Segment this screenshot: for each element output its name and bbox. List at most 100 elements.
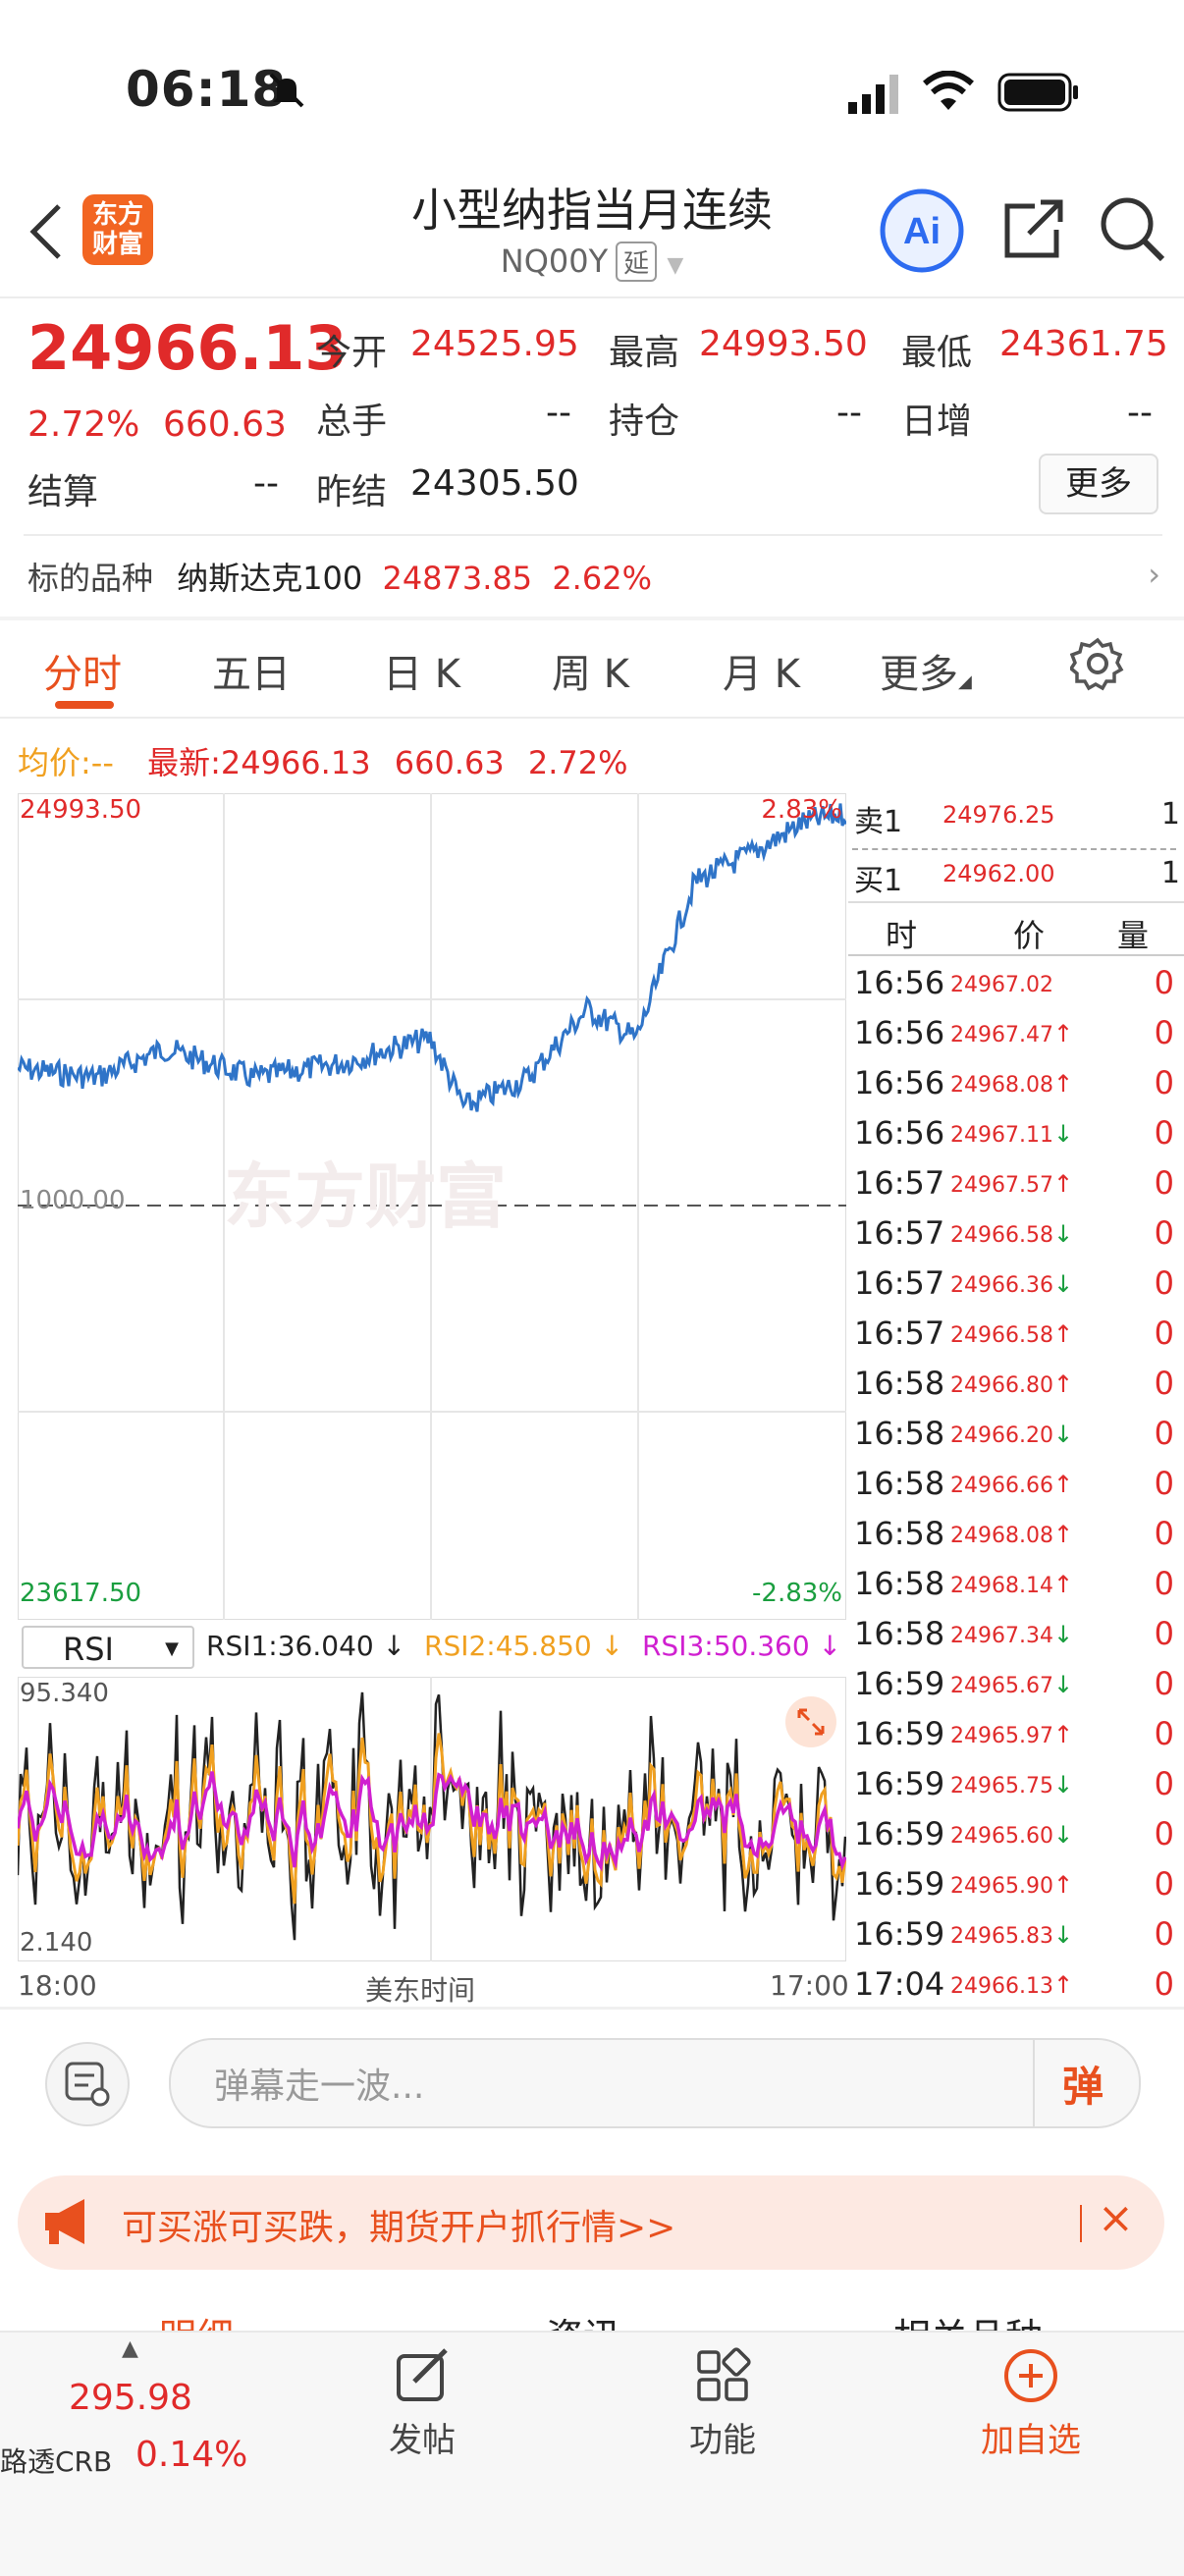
trade-price: 24965.67↓: [950, 1671, 1073, 1698]
trade-time: 16:56: [854, 964, 945, 1001]
tab-five-day[interactable]: 五日: [212, 652, 291, 697]
trade-price: 24968.08↑: [950, 1521, 1073, 1548]
trade-volume: 0: [1154, 1315, 1174, 1352]
prev-settle-label: 昨结: [316, 472, 388, 512]
crb-label: 路透CRB: [0, 2445, 113, 2478]
trade-volume: 0: [1154, 1965, 1174, 2003]
back-button[interactable]: [26, 202, 65, 265]
search-icon[interactable]: [1098, 194, 1168, 269]
trade-price: 24966.58↑: [950, 1320, 1073, 1348]
tab-intraday[interactable]: 分时: [43, 652, 122, 697]
sell-label: 卖1: [854, 805, 903, 839]
danmu-input[interactable]: 弹幕走一波... 弹: [169, 2038, 1141, 2128]
col-vol: 量: [1117, 917, 1150, 954]
underlying-price: 24873.85: [382, 560, 533, 597]
orderbook-divider: [848, 901, 1184, 903]
trade-row: 16:59 24965.75↓ 0: [852, 1765, 1184, 1815]
tab-weekly-k[interactable]: 周 K: [552, 652, 629, 697]
trade-row: 16:56 24968.08↑ 0: [852, 1064, 1184, 1114]
add-watchlist-label: 加自选: [981, 2421, 1081, 2460]
trade-row: 16:57 24966.58↑ 0: [852, 1315, 1184, 1365]
low-value: 24361.75: [999, 324, 1168, 364]
tab-monthly-k[interactable]: 月 K: [723, 652, 800, 697]
rsi-select-value: RSI: [63, 1631, 114, 1668]
trade-time: 16:59: [854, 1915, 945, 1953]
delay-badge: 延: [616, 242, 658, 282]
trade-volume: 0: [1154, 1064, 1174, 1101]
x-axis-start: 18:00: [18, 1969, 97, 2002]
trade-direction-icon: ↑: [1052, 1070, 1074, 1098]
trade-time: 16:57: [854, 1315, 945, 1352]
trade-price-value: 24965.67: [950, 1674, 1053, 1698]
trade-volume: 0: [1154, 1515, 1174, 1552]
section-gap: [0, 617, 1184, 620]
tab-more[interactable]: 更多◢: [880, 642, 972, 699]
trade-time: 16:57: [854, 1164, 945, 1202]
intraday-chart[interactable]: 东方财富 24993.50 2.83% 1000.00 23617.50 -2.…: [18, 793, 846, 1620]
rsi1-value: RSI1:36.040 ↓: [206, 1630, 406, 1662]
rsi3-value: RSI3:50.360 ↓: [641, 1630, 842, 1662]
settings-icon[interactable]: [1068, 636, 1125, 695]
trade-time: 16:58: [854, 1365, 945, 1402]
change-value: 660.63: [163, 404, 287, 445]
trade-volume: 0: [1154, 1665, 1174, 1702]
trade-direction-icon: ↓: [1052, 1621, 1074, 1648]
trade-price: 24967.47↑: [950, 1020, 1073, 1047]
buy-price: 24962.00: [942, 860, 1055, 887]
trade-price-value: 24968.08: [950, 1524, 1053, 1548]
pct-bottom-label: -2.83%: [752, 1579, 842, 1608]
trade-volume: 0: [1154, 1114, 1174, 1152]
trade-price: 24966.36↓: [950, 1270, 1073, 1298]
trade-direction-icon: ↓: [1052, 1220, 1074, 1248]
underlying-pct: 2.62%: [552, 560, 652, 597]
close-icon[interactable]: ×: [1098, 2193, 1134, 2243]
trade-volume: 0: [1154, 1014, 1174, 1051]
trade-price: 24967.02: [950, 970, 1053, 997]
comment-settings-icon[interactable]: [43, 2040, 132, 2132]
trade-row: 16:56 24967.11↓ 0: [852, 1114, 1184, 1164]
ai-button[interactable]: Ai: [878, 187, 966, 279]
trade-price: 24966.80↑: [950, 1370, 1073, 1398]
trade-time: 16:57: [854, 1264, 945, 1302]
underlying-name: 纳斯达克100: [177, 560, 363, 597]
add-watchlist-button[interactable]: 加自选: [962, 2346, 1100, 2474]
quote-divider: [24, 534, 1162, 536]
trade-time: 16:58: [854, 1465, 945, 1502]
rsi-chart[interactable]: 95.340 2.140: [18, 1677, 846, 1961]
trade-direction-icon: ↑: [1052, 1370, 1074, 1398]
post-button[interactable]: 发帖: [363, 2346, 481, 2474]
trade-price-value: 24966.58: [950, 1323, 1053, 1348]
expand-icon[interactable]: [783, 1694, 838, 1753]
trade-direction-icon: ↓: [1052, 1120, 1074, 1148]
trade-volume: 0: [1154, 1815, 1174, 1852]
instrument-code[interactable]: NQ00Y 延 ▼: [0, 242, 1184, 282]
promo-banner[interactable]: 可买涨可买跌，期货开户抓行情>> ×: [18, 2175, 1164, 2270]
dropdown-icon: ▼: [165, 1638, 179, 1659]
functions-label: 功能: [689, 2421, 756, 2460]
trade-price-value: 24967.57: [950, 1173, 1053, 1198]
trades-header: 时 价 量: [852, 911, 1184, 954]
rsi3-series-line: [18, 1771, 846, 1872]
trade-price-value: 24965.75: [950, 1774, 1053, 1798]
trade-time: 16:59: [854, 1815, 945, 1852]
triangle-icon: ◢: [958, 671, 972, 692]
status-time: 06:18: [126, 61, 288, 118]
tab-daily-k[interactable]: 日 K: [383, 652, 460, 697]
rsi-values: RSI1:36.040 ↓ RSI2:45.850 ↓ RSI3:50.360 …: [206, 1630, 841, 1662]
danmu-toggle-button[interactable]: 弹: [1062, 2063, 1104, 2111]
more-button[interactable]: 更多: [1039, 454, 1158, 514]
settle-value: --: [253, 463, 279, 504]
bottom-toolbar: ▲ 295.98 路透CRB 0.14% 发帖 功能 加自选: [0, 2331, 1184, 2576]
trade-price: 24968.08↑: [950, 1070, 1073, 1098]
functions-button[interactable]: 功能: [664, 2346, 781, 2474]
share-icon[interactable]: [999, 194, 1068, 267]
rsi-select[interactable]: RSI ▼: [22, 1626, 194, 1669]
app-logo: 东方财富: [82, 194, 153, 265]
trade-time: 16:58: [854, 1515, 945, 1552]
trade-price: 24965.60↓: [950, 1821, 1073, 1849]
danmu-placeholder: 弹幕走一波...: [214, 2066, 425, 2107]
trade-volume: 0: [1154, 1565, 1174, 1602]
prev-settle-value: 24305.50: [410, 463, 579, 504]
crb-ticker[interactable]: ▲ 295.98 路透CRB 0.14%: [0, 2333, 265, 2576]
underlying-row[interactable]: 标的品种 纳斯达克100 24873.85 2.62% ›: [27, 554, 1166, 597]
